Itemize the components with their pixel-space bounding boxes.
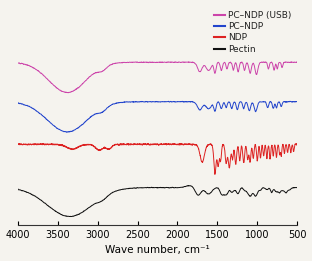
- PC–NDP: [62, 130, 66, 133]
- Pectin: [294, 186, 298, 189]
- PC–NDP: [295, 100, 299, 103]
- Pectin: [142, 186, 146, 189]
- PC–NDP: [288, 100, 292, 103]
- NDP: [77, 145, 81, 148]
- Pectin: [188, 184, 192, 187]
- PC–NDP (USB): [181, 60, 185, 63]
- NDP: [142, 143, 146, 146]
- NDP: [178, 142, 182, 145]
- Pectin: [62, 214, 66, 217]
- PC–NDP: [294, 100, 298, 103]
- PC–NDP (USB): [294, 61, 298, 64]
- PC–NDP: [81, 123, 85, 126]
- PC–NDP (USB): [295, 61, 299, 64]
- PC–NDP (USB): [142, 61, 146, 64]
- NDP: [62, 145, 66, 148]
- NDP: [213, 173, 217, 176]
- PC–NDP: [142, 100, 146, 103]
- NDP: [119, 143, 123, 146]
- X-axis label: Wave number, cm⁻¹: Wave number, cm⁻¹: [105, 245, 210, 256]
- PC–NDP: [78, 125, 81, 128]
- Pectin: [81, 211, 85, 214]
- NDP: [16, 143, 20, 146]
- NDP: [295, 143, 299, 146]
- Pectin: [16, 187, 20, 190]
- Line: Pectin: Pectin: [18, 186, 297, 217]
- PC–NDP (USB): [16, 61, 20, 64]
- Line: PC–NDP (USB): PC–NDP (USB): [18, 62, 297, 93]
- PC–NDP (USB): [78, 85, 81, 88]
- PC–NDP (USB): [62, 91, 66, 94]
- Pectin: [295, 186, 299, 189]
- PC–NDP (USB): [81, 82, 85, 85]
- Pectin: [78, 212, 81, 216]
- Legend: PC–NDP (USB), PC–NDP, NDP, Pectin: PC–NDP (USB), PC–NDP, NDP, Pectin: [213, 10, 293, 55]
- Pectin: [119, 188, 123, 191]
- PC–NDP (USB): [119, 61, 123, 64]
- Line: NDP: NDP: [18, 144, 297, 174]
- PC–NDP: [65, 130, 68, 134]
- PC–NDP (USB): [66, 91, 70, 94]
- NDP: [294, 143, 298, 146]
- PC–NDP: [16, 101, 20, 104]
- PC–NDP: [119, 101, 123, 104]
- Line: PC–NDP: PC–NDP: [18, 101, 297, 132]
- Pectin: [68, 215, 72, 218]
- NDP: [81, 144, 85, 147]
